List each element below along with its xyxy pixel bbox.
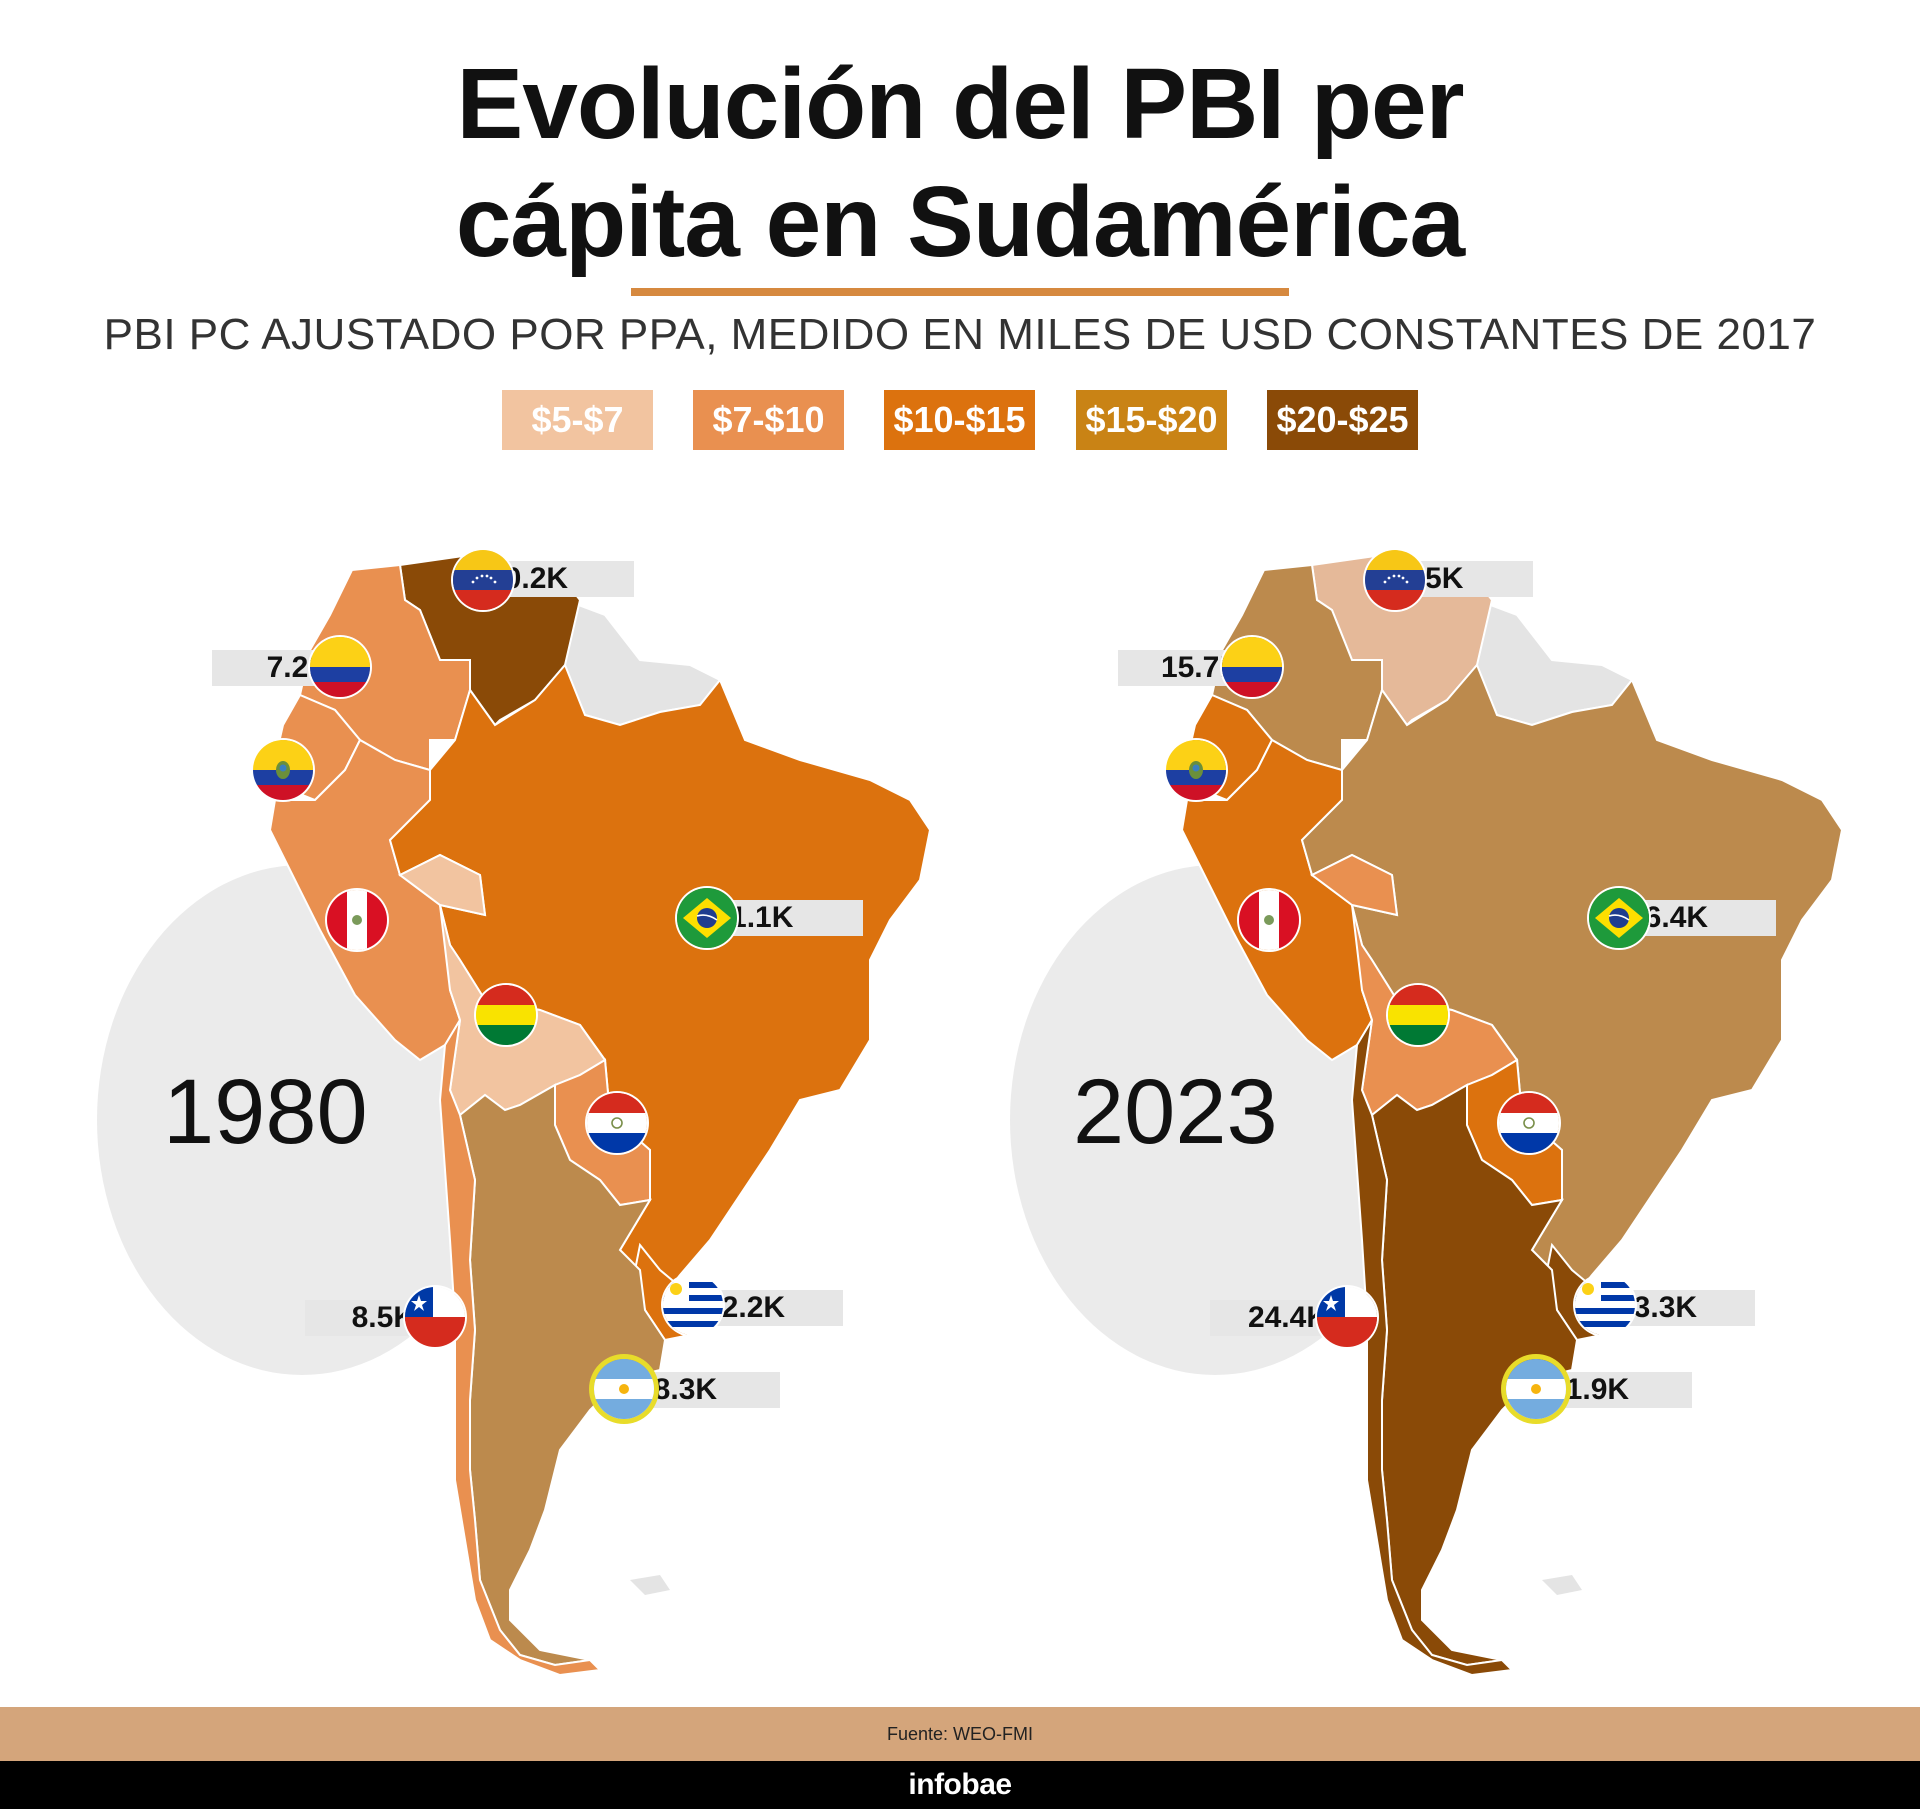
peru-flag-icon [327,890,387,950]
legend-item-10-15: $10-$15 [884,390,1035,450]
legend-label: $20-$25 [1276,399,1409,440]
value-tag-chile-1980: 8.5K [305,1300,423,1336]
uruguay-flag-icon [663,1275,723,1335]
colombia-flag-icon [310,637,370,697]
legend-item-15-20: $15-$20 [1076,390,1227,450]
bolivia-flag-icon [476,985,536,1045]
source-band: Fuente: WEO-FMI [0,1707,1920,1761]
legend-label: $15-$20 [1085,399,1218,440]
legend: $5-$7 $7-$10 $10-$15 $15-$20 $20-$25 [0,390,1920,450]
bolivia-flag-icon [1388,985,1448,1045]
map-svg [1180,553,1844,1677]
paraguay-flag-icon [1499,1093,1559,1153]
year-label: 1980 [163,1061,368,1163]
year-label: 2023 [1073,1061,1278,1163]
legend-item-5-7: $5-$7 [502,390,653,450]
uruguay-flag-icon [1575,1275,1635,1335]
colombia-flag-icon [1222,637,1282,697]
brazil-flag-icon [1589,888,1649,948]
argentina-flag-icon [594,1359,654,1419]
legend-label: $10-$15 [893,399,1026,440]
peru-flag-icon [1239,890,1299,950]
brazil-flag-icon [677,888,737,948]
value-label: 8.5K [351,1301,415,1334]
chile-flag-icon [405,1287,465,1347]
legend-item-20-25: $20-$25 [1267,390,1418,450]
venezuela-flag-icon [1365,550,1425,610]
chart-title: Evolución del PBI per cápita en Sudaméri… [0,45,1920,281]
source-text: Fuente: WEO-FMI [886,1723,1034,1744]
ecuador-flag-icon [1166,740,1226,800]
legend-label: $5-$7 [531,399,624,440]
paraguay-flag-icon [587,1093,647,1153]
title-underline [631,288,1289,296]
ecuador-flag-icon [253,740,313,800]
subtitle: PBI PC AJUSTADO POR PPA, MEDIDO EN MILES… [103,310,1817,359]
region-chile [1350,1019,1515,1677]
legend-label: $7-$10 [712,399,825,440]
venezuela-flag-icon [453,550,513,610]
value-label: 24.4K [1247,1301,1328,1334]
region-falklands [630,1575,670,1595]
region-chile [438,1019,603,1677]
title-line-2: cápita en Sudamérica [455,166,1465,278]
value-tag-argentina-1980: 18.3K [629,1372,780,1408]
legend-item-7-10: $7-$10 [693,390,844,450]
title-line-1: Evolución del PBI per [456,48,1465,160]
argentina-flag-icon [1506,1359,1566,1419]
brand-band: infobae [0,1761,1920,1809]
region-falklands [1542,1575,1582,1595]
chile-flag-icon [1317,1287,1377,1347]
value-tag-chile-2023: 24.4K [1210,1300,1336,1336]
brand-logo: infobae [908,1768,1012,1801]
